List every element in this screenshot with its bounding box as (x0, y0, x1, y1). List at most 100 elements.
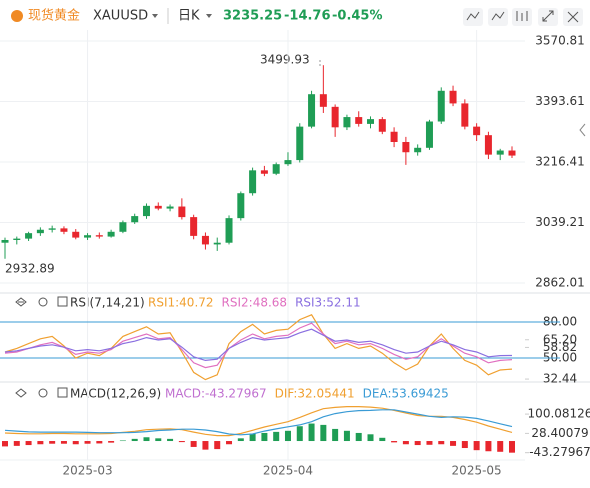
candle-body (272, 164, 280, 174)
box-icon[interactable] (57, 296, 68, 307)
candle-body (1, 239, 9, 243)
candle-body (166, 206, 174, 209)
macd-header: MACD(12,26,9) (15, 387, 161, 401)
macd-bar (25, 441, 32, 446)
macd-bar (438, 441, 445, 445)
legend-entry: RSI1:40.72 (148, 296, 214, 310)
indicator-line (4, 409, 513, 436)
macd-bar (497, 441, 504, 452)
legend-entry: MACD:-43.27967 (165, 387, 267, 401)
tool-icon (491, 11, 505, 21)
visibility-icon[interactable] (15, 297, 27, 307)
tool-icon (516, 11, 528, 21)
candle-body (131, 216, 139, 223)
candle-body (213, 242, 221, 245)
candle-body (473, 126, 481, 136)
collapse-arrow[interactable] (579, 123, 586, 137)
legend-entry: DIF:32.05441 (275, 387, 355, 401)
macd-bar (96, 441, 103, 444)
dropdown-icon[interactable] (206, 14, 212, 18)
candle-body (308, 94, 316, 127)
candle-body (249, 170, 257, 194)
macd-bar (178, 441, 185, 443)
candle-body (508, 150, 516, 156)
candle-body (402, 141, 410, 153)
fullscreen-button[interactable] (538, 8, 558, 26)
candle-body (190, 217, 198, 236)
y-tick-label: 3570.81 (535, 34, 585, 48)
candle-body (284, 160, 292, 165)
macd-bar (308, 423, 315, 442)
legend-entry: DEA:53.69425 (363, 387, 449, 401)
macd-bar (249, 433, 256, 442)
macd-bar (355, 432, 362, 442)
candle-body (84, 235, 92, 238)
period[interactable]: 日K (178, 9, 200, 24)
tool-button[interactable] (488, 8, 508, 26)
macd-bar (226, 441, 233, 445)
macd-bar (13, 441, 20, 446)
legend-entry: RSI3:52.11 (295, 296, 361, 310)
toolbar (463, 8, 586, 137)
tool-button[interactable] (463, 8, 483, 26)
macd-bar (485, 441, 492, 452)
macd-bar (332, 428, 339, 442)
x-tick-label: 2025-03 (62, 464, 112, 478)
y-tick-label: 100.08126 (528, 407, 590, 421)
y-tick-label: 3393.61 (535, 94, 585, 108)
candle-body (343, 117, 351, 128)
tool-icon (466, 11, 480, 21)
indicator-title: MACD(12,26,9) (70, 387, 161, 401)
x-tick-label: 2025-04 (263, 464, 313, 478)
settings-icon[interactable] (38, 297, 48, 307)
y-tick-label: 28.40079 (531, 426, 588, 440)
candle-body (48, 228, 56, 230)
y-tick-label: 32.44 (543, 372, 577, 386)
dropdown-icon[interactable] (152, 14, 158, 18)
y-tick-label: 65.20 (543, 332, 577, 346)
candle-body (13, 238, 21, 240)
tool-icon (567, 11, 579, 23)
macd-bar (261, 432, 268, 442)
candle-body (414, 147, 422, 153)
macd-bar (119, 440, 126, 442)
settings-icon[interactable] (38, 388, 48, 398)
tool-icon (542, 10, 554, 22)
macd-bar (450, 441, 457, 446)
symbol[interactable]: XAUUSD (93, 9, 148, 24)
candle-body (367, 119, 375, 124)
macd-bar (108, 441, 115, 443)
macd-bar (37, 441, 44, 445)
macd-bar (167, 438, 174, 442)
macd-bar (273, 431, 280, 442)
y-tick-label: 3039.21 (535, 215, 585, 229)
instrument-name[interactable]: 现货黄金 (28, 8, 80, 24)
macd-bar (426, 441, 433, 445)
candle-body (425, 121, 433, 148)
macd-bar (2, 441, 8, 447)
visibility-icon[interactable] (15, 388, 27, 398)
macd-bar (461, 441, 468, 449)
y-tick-label: -43.27967 (529, 445, 590, 459)
y-tick-label: 2862.01 (535, 276, 585, 290)
candle-body (449, 90, 457, 104)
box-icon[interactable] (57, 387, 68, 398)
macd-bar (509, 441, 515, 453)
macd-bar (379, 437, 386, 442)
price: 3235.25 (223, 9, 282, 24)
candle-body (95, 235, 103, 237)
high-annotation: 3499.93 (260, 53, 310, 67)
candle-body (461, 103, 469, 127)
candle-body (36, 229, 44, 234)
legend-entry: RSI2:48.68 (222, 296, 288, 310)
candle-body (484, 135, 492, 155)
macd-bar (155, 438, 162, 442)
macd-bar (60, 441, 67, 444)
candle-body (296, 126, 304, 161)
macd-bar (343, 430, 350, 442)
macd-bar (367, 434, 374, 442)
macd-bar (190, 441, 197, 447)
